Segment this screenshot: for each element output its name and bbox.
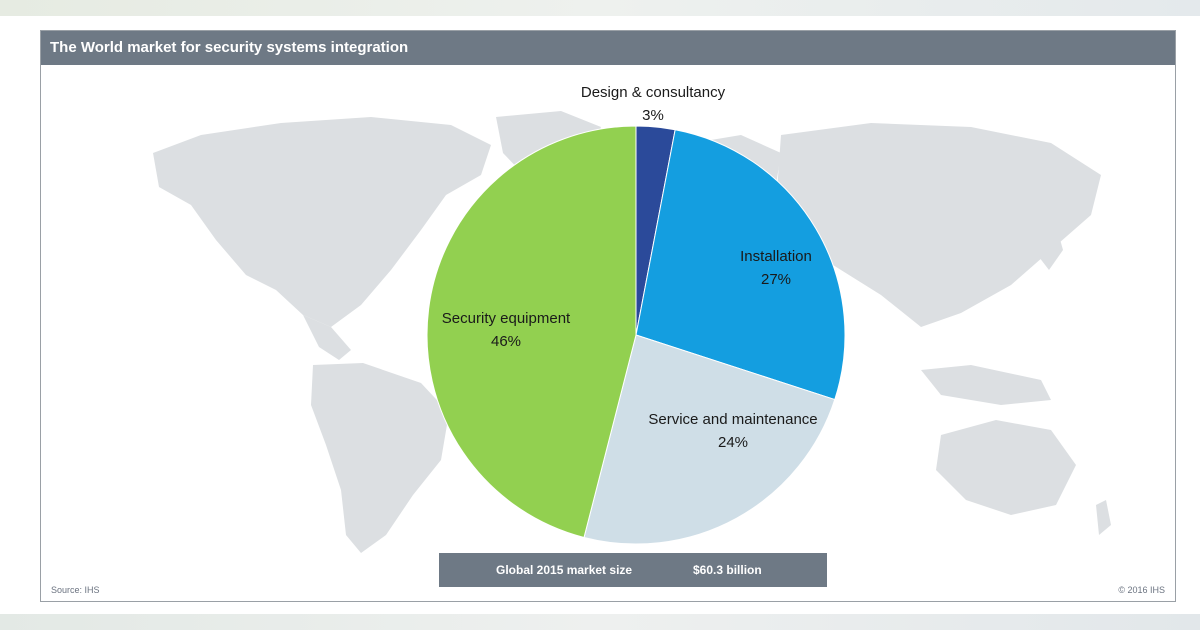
market-size-value: $60.3 billion bbox=[693, 563, 762, 577]
chart-panel: The World market for security systems in… bbox=[40, 30, 1176, 602]
slice-label-service-maintenance: Service and maintenance bbox=[648, 411, 817, 428]
slice-label-installation: Installation bbox=[740, 248, 812, 265]
chart-title: The World market for security systems in… bbox=[41, 31, 1175, 65]
map-southeast-asia bbox=[921, 365, 1051, 405]
pie-slice-service-maintenance bbox=[583, 334, 836, 545]
bottom-strip bbox=[0, 614, 1200, 630]
map-asia bbox=[776, 123, 1101, 327]
map-new-zealand bbox=[1096, 500, 1111, 535]
map-north-america bbox=[153, 117, 491, 327]
slice-label-design-consultancy: Design & consultancy bbox=[581, 84, 726, 101]
map-south-america bbox=[311, 363, 449, 553]
top-strip bbox=[0, 0, 1200, 16]
slice-label-security-equipment: Security equipment bbox=[442, 310, 571, 327]
slice-value-installation: 27% bbox=[761, 271, 791, 288]
slice-value-design-consultancy: 3% bbox=[642, 107, 664, 124]
pie-chart: Design & consultancy 3% Installation 27% Ser… bbox=[426, 84, 846, 545]
pie-slice-security-equipment bbox=[426, 125, 637, 539]
market-size-box: Global 2015 market size $60.3 billion bbox=[439, 553, 827, 587]
slice-value-service-maintenance: 24% bbox=[718, 434, 748, 451]
map-australia bbox=[936, 420, 1076, 515]
pie-slice-installation bbox=[635, 129, 846, 401]
map-central-america bbox=[303, 315, 351, 360]
map-japan bbox=[1039, 225, 1063, 270]
slice-value-security-equipment: 46% bbox=[491, 333, 521, 350]
source-note: Source: IHS bbox=[51, 585, 100, 595]
market-size-label: Global 2015 market size bbox=[496, 563, 633, 577]
copyright-note: © 2016 IHS bbox=[1118, 585, 1165, 595]
